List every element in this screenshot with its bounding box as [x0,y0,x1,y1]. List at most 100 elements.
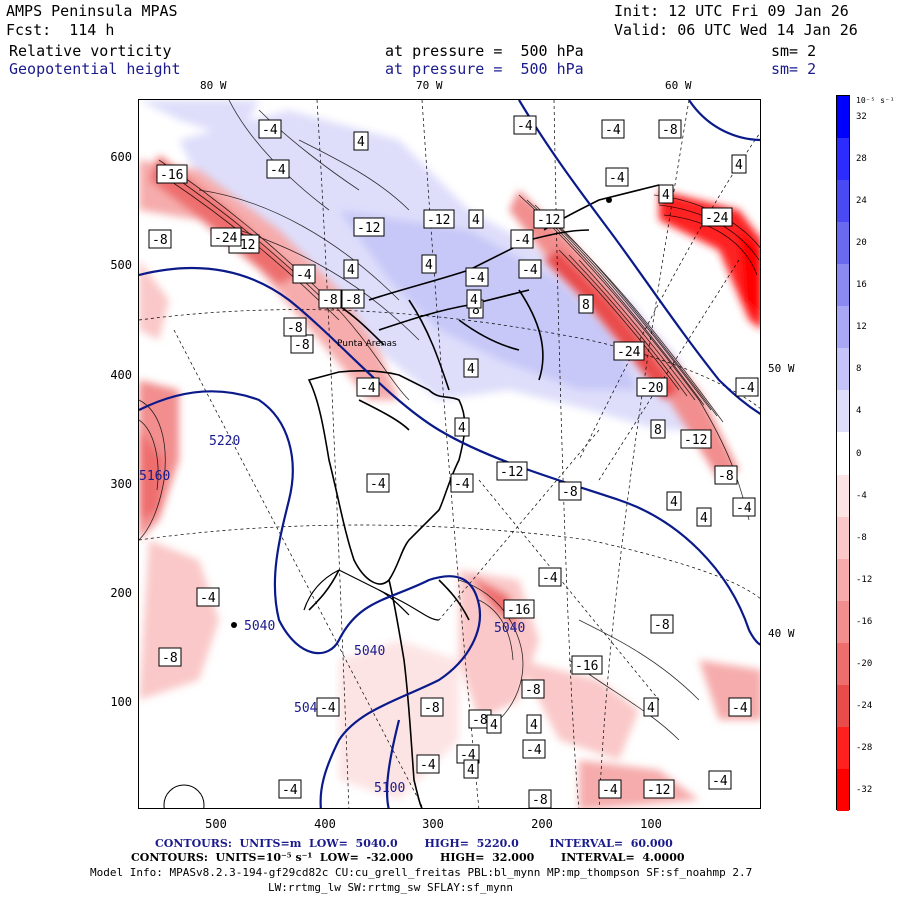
x-tick-500: 500 [205,817,227,831]
vorticity-label: -24 [210,227,242,247]
vorticity-label: -24 [613,341,645,361]
field2-label: Geopotential height [9,60,181,78]
footer-model-info-2: LW:rrtmg_lw SW:rrtmg_sw SFLAY:sf_mynn [268,881,514,894]
vorticity-label: -12 [643,779,675,799]
footer-model-info: Model Info: MPASv8.2.3-194-gf29cd82c CU:… [90,866,753,879]
svg-text:-4: -4 [460,748,476,763]
vorticity-label: -4 [735,377,759,397]
svg-text:-24: -24 [617,345,641,360]
svg-text:4: 4 [467,362,475,377]
vorticity-label: -4 [605,167,629,187]
vorticity-label: -4 [196,587,220,607]
vorticity-label: -4 [728,697,752,717]
vorticity-label: 4 [343,259,359,279]
svg-text:-4: -4 [736,501,752,516]
svg-text:-20: -20 [640,381,663,396]
svg-text:4: 4 [670,495,678,510]
vorticity-label: -16 [571,655,603,675]
vorticity-label: -8 [420,697,444,717]
colorbar-segment [837,306,849,349]
svg-text:-4: -4 [420,758,436,773]
coastlines [307,184,660,808]
svg-text:-4: -4 [602,783,618,798]
map-panel: 5220 5040 5160 5040 5040 5040 5100 Punta… [138,99,761,809]
vorticity-label: -8 [158,647,182,667]
svg-text:-4: -4 [262,123,278,138]
colorbar-tick-label: -12 [856,574,873,585]
field1-label: Relative vorticity [9,42,172,60]
svg-text:-8: -8 [718,469,734,484]
colorbar-segment [837,642,849,686]
vorticity-label: -8 [290,334,314,354]
y-tick-600: 600 [110,150,132,164]
vorticity-label: 4 [658,184,674,204]
pressure2-label: at pressure = 500 hPa [385,60,584,78]
height-label: 5160 [139,469,170,484]
colorbar-segment [837,96,849,139]
vorticity-label: -8 [521,679,545,699]
svg-text:-16: -16 [160,168,183,183]
svg-text:-12: -12 [427,213,450,228]
svg-text:-12: -12 [500,465,523,480]
colorbar-tick-label: 28 [856,154,867,165]
svg-text:4: 4 [700,511,708,526]
svg-text:-4: -4 [200,591,216,606]
lon-label-80w: 80 W [200,79,227,92]
vorticity-label: 4 [463,759,479,779]
colorbar-segment [837,348,849,391]
vorticity-label: 4 [526,714,542,734]
lon-label-40w: 40 W [768,627,795,640]
svg-text:-8: -8 [322,293,338,308]
vorticity-label: -4 [598,779,622,799]
colorbar-segment [837,180,849,223]
height-label: 5220 [209,434,240,449]
svg-text:-8: -8 [662,123,678,138]
vorticity-label: -4 [356,377,380,397]
footer-vorticity-contours: CONTOURS: UNITS=10⁻⁵ s⁻¹ LOW= -32.000 HI… [131,851,685,864]
antarctic-peninsula [303,569,440,621]
svg-text:-8: -8 [532,793,548,808]
vorticity-label: 4 [463,358,479,378]
vorticity-label: -4 [601,119,625,139]
svg-text:4: 4 [735,158,743,173]
vorticity-label: -4 [522,739,546,759]
vorticity-label: 4 [353,131,369,151]
vorticity-label: -4 [266,159,290,179]
vorticity-label: -24 [701,207,733,227]
vorticity-label: -4 [456,744,480,764]
colorbar-segment [837,684,849,728]
svg-text:-24: -24 [214,231,238,246]
svg-text:-4: -4 [469,271,485,286]
colorbar-tick-label: 0 [856,448,862,459]
svg-text:4: 4 [490,718,498,733]
svg-text:-4: -4 [270,163,286,178]
svg-text:8: 8 [582,298,590,313]
colorbar-tick-label: -8 [856,532,867,543]
svg-text:-4: -4 [517,119,533,134]
colorbar-tick-label: -28 [856,742,873,753]
colorbar-segment [837,726,849,770]
svg-text:-4: -4 [370,477,386,492]
pressure1-label: at pressure = 500 hPa [385,42,584,60]
colorbar-tick-label: 12 [856,322,867,333]
svg-text:-4: -4 [542,571,558,586]
colorbar-segment [837,558,849,602]
vorticity-label: -20 [636,377,668,397]
svg-text:-8: -8 [472,713,488,728]
y-tick-400: 400 [110,368,132,382]
svg-text:-4: -4 [296,268,312,283]
svg-text:4: 4 [357,135,365,150]
svg-text:4: 4 [467,763,475,778]
svg-text:4: 4 [470,293,478,308]
geopotential-height-contours [139,100,760,808]
vorticity-label: -4 [292,264,316,284]
y-tick-200: 200 [110,586,132,600]
svg-text:-12: -12 [647,783,670,798]
svg-text:-4: -4 [360,381,376,396]
svg-text:4: 4 [530,718,538,733]
svg-text:-8: -8 [525,683,541,698]
vorticity-label: -4 [708,770,732,790]
svg-text:4: 4 [425,258,433,273]
height-label: 5040 [354,644,385,659]
svg-text:-8: -8 [162,651,178,666]
